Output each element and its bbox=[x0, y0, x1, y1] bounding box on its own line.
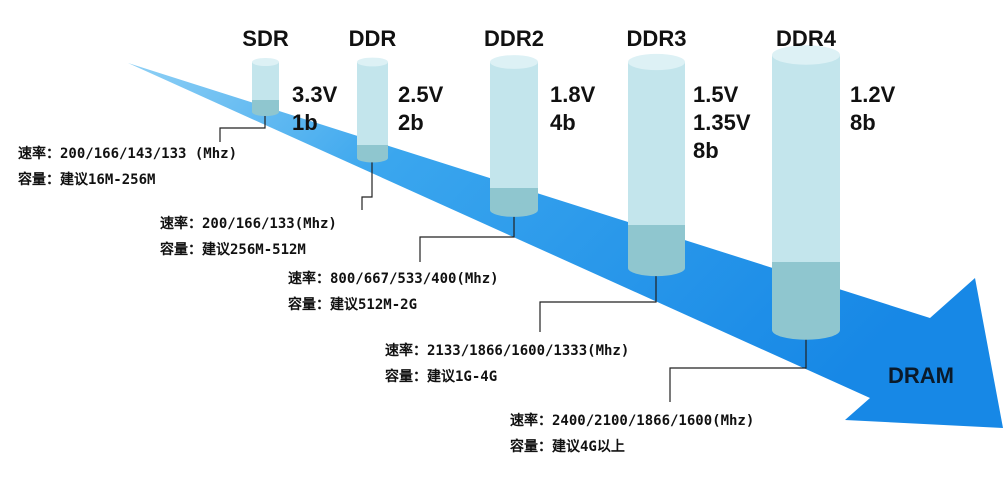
generation-name: DDR2 bbox=[484, 26, 544, 51]
capacity: 容量：建议1G-4G bbox=[384, 368, 497, 385]
capacity: 容量：建议256M-512M bbox=[159, 241, 306, 258]
rate: 速率：2133/1866/1600/1333(Mhz) bbox=[385, 342, 629, 359]
rate: 速率：800/667/533/400(Mhz) bbox=[288, 270, 499, 287]
spec: 1b bbox=[292, 110, 318, 135]
rate: 速率：200/166/133(Mhz) bbox=[160, 215, 337, 232]
spec: 2.5V bbox=[398, 82, 444, 107]
spec: 4b bbox=[550, 110, 576, 135]
connector bbox=[669, 330, 807, 402]
generation-name: DDR bbox=[349, 26, 397, 51]
cylinder-top bbox=[490, 55, 538, 69]
cylinder-bottom bbox=[628, 259, 685, 277]
cylinder-bottom bbox=[357, 153, 388, 163]
generation-name: SDR bbox=[242, 26, 289, 51]
generation-name: DDR3 bbox=[627, 26, 687, 51]
spec: 1.8V bbox=[550, 82, 596, 107]
capacity: 容量：建议512M-2G bbox=[287, 296, 417, 313]
cylinder-body bbox=[490, 62, 538, 188]
connector bbox=[539, 268, 657, 332]
cylinder-bottom bbox=[490, 203, 538, 217]
spec: 1.35V bbox=[693, 110, 751, 135]
cylinder-bottom bbox=[252, 108, 279, 116]
spec: 8b bbox=[850, 110, 876, 135]
arrow-label: DRAM bbox=[888, 363, 954, 388]
cylinder-body bbox=[772, 55, 840, 262]
spec: 2b bbox=[398, 110, 424, 135]
cylinder-body bbox=[628, 62, 685, 225]
spec: 1.2V bbox=[850, 82, 896, 107]
cylinder-base bbox=[772, 262, 840, 330]
generation-name: DDR4 bbox=[776, 26, 837, 51]
cylinder-top bbox=[357, 57, 388, 67]
connector bbox=[361, 158, 373, 210]
cylinder-top bbox=[772, 45, 840, 65]
cylinder-top bbox=[628, 53, 685, 71]
cylinder-body bbox=[252, 62, 279, 100]
cylinder-bottom bbox=[772, 320, 840, 340]
cylinder-body bbox=[357, 62, 388, 145]
capacity: 容量：建议4G以上 bbox=[509, 438, 625, 455]
rate: 速率：2400/2100/1866/1600(Mhz) bbox=[510, 412, 754, 429]
spec: 8b bbox=[693, 138, 719, 163]
connector bbox=[419, 210, 515, 262]
cylinder-top bbox=[252, 58, 279, 66]
connector bbox=[219, 112, 266, 142]
spec: 1.5V bbox=[693, 82, 739, 107]
capacity: 容量：建议16M-256M bbox=[17, 171, 155, 188]
rate: 速率：200/166/143/133 (Mhz) bbox=[18, 145, 237, 162]
spec: 3.3V bbox=[292, 82, 338, 107]
